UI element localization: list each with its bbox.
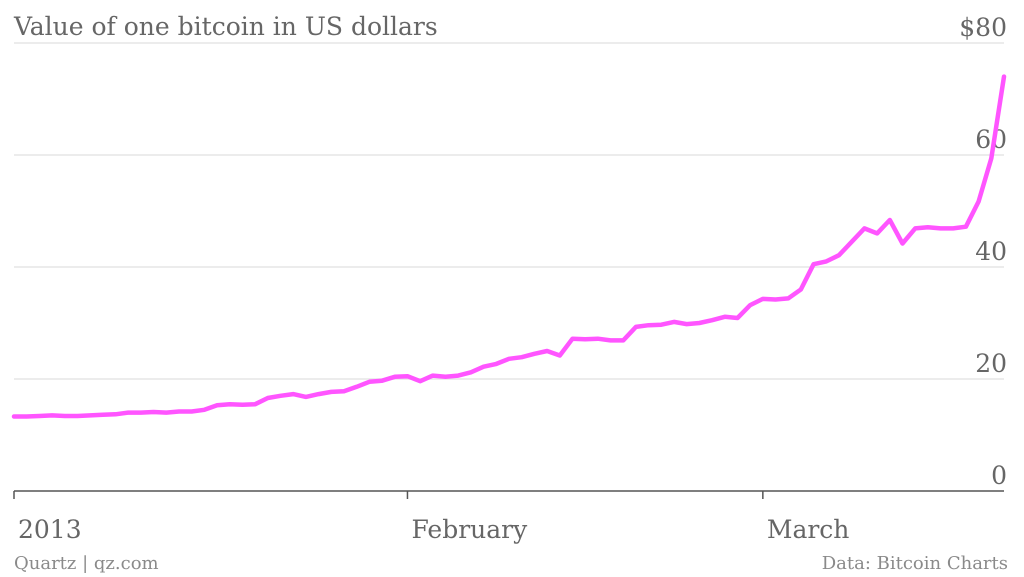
x-tick-label: March (767, 515, 850, 544)
y-tick-label: 20 (975, 349, 1007, 378)
data-source: Data: Bitcoin Charts (822, 553, 1008, 574)
y-tick-label: 0 (991, 461, 1007, 490)
grid-lines (14, 42, 1004, 380)
series-line-bitcoin-price (11, 74, 1007, 419)
x-tick-label: 2013 (18, 515, 82, 544)
x-tick-labels: 2013 February March (13, 491, 850, 544)
y-tick-label: 40 (975, 237, 1007, 266)
source-credit: Quartz | qz.com (14, 553, 159, 574)
y-tick-label: $80 (959, 13, 1007, 42)
chart-title: Value of one bitcoin in US dollars (13, 12, 438, 41)
x-tick-label: February (411, 515, 528, 544)
